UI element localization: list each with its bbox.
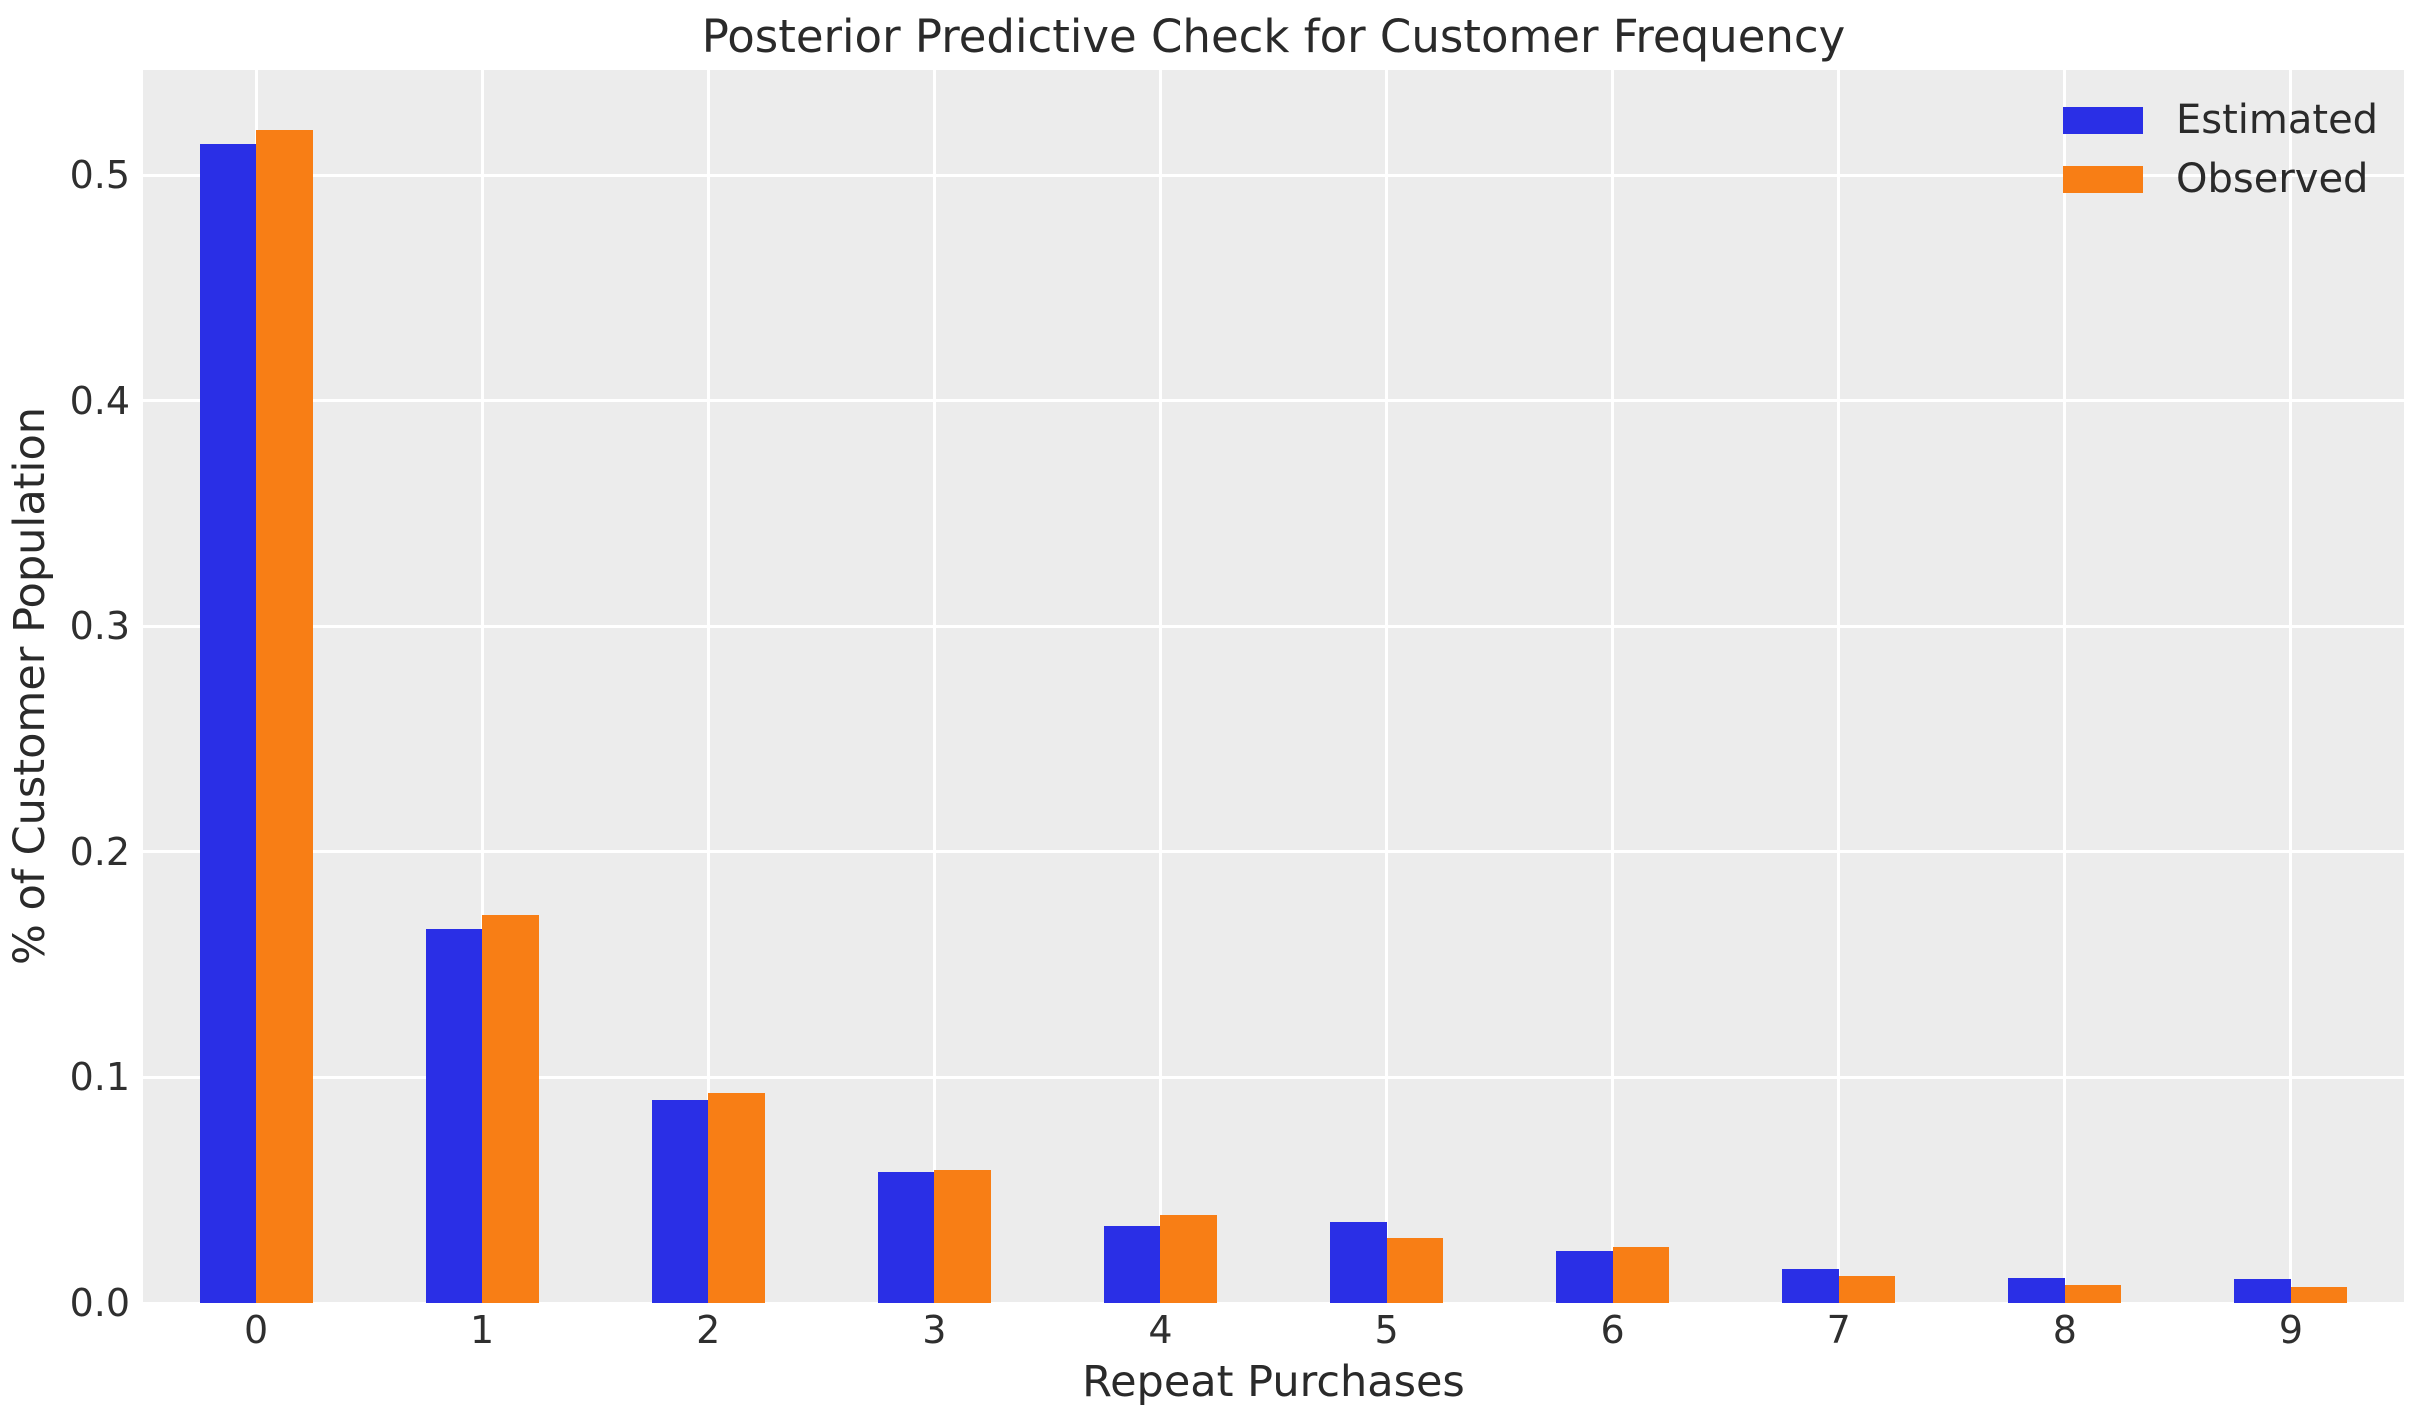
- bar-observed-1: [482, 915, 539, 1303]
- x-axis-label: Repeat Purchases: [1082, 1357, 1465, 1407]
- legend-label-estimated: Estimated: [2176, 97, 2379, 143]
- gridline-y-0.1: [143, 1075, 2404, 1079]
- bar-observed-0: [256, 130, 313, 1303]
- gridline-y-0.4: [143, 399, 2404, 403]
- legend-swatch-observed: [2063, 165, 2143, 193]
- bar-observed-4: [1160, 1215, 1217, 1303]
- ytick-label-0.4: 0.4: [69, 378, 130, 423]
- xtick-label-5: 5: [1374, 1308, 1399, 1352]
- legend-row-estimated: Estimated: [2063, 99, 2378, 141]
- gridline-x-7: [1837, 70, 1841, 1303]
- ytick-label-0.0: 0.0: [69, 1281, 130, 1325]
- xtick-label-2: 2: [696, 1308, 721, 1352]
- bar-observed-9: [2290, 1287, 2348, 1303]
- gridline-x-9: [2289, 70, 2293, 1303]
- ytick-label-0.1: 0.1: [69, 1055, 130, 1100]
- bar-observed-6: [1612, 1246, 1670, 1303]
- xtick-label-3: 3: [922, 1308, 947, 1352]
- bar-estimated-0: [199, 143, 257, 1303]
- gridline-x-1: [480, 70, 484, 1303]
- bar-estimated-1: [425, 928, 483, 1303]
- ytick-label-0.3: 0.3: [69, 604, 130, 649]
- gridline-x-8: [2063, 70, 2067, 1303]
- xtick-label-9: 9: [2278, 1308, 2304, 1352]
- bar-estimated-9: [2234, 1279, 2291, 1303]
- gridline-x-3: [932, 70, 936, 1303]
- legend-row-observed: Observed: [2063, 158, 2378, 200]
- gridline-y-0.5: [143, 173, 2404, 177]
- gridline-x-2: [706, 70, 710, 1303]
- plot-area: [143, 70, 2404, 1305]
- bar-estimated-3: [877, 1172, 935, 1303]
- ytick-label-0.5: 0.5: [69, 153, 130, 198]
- bar-observed-8: [2064, 1284, 2122, 1303]
- gridline-x-5: [1385, 70, 1389, 1303]
- bar-estimated-8: [2008, 1278, 2065, 1303]
- gridline-x-6: [1611, 70, 1615, 1303]
- xtick-label-0: 0: [243, 1308, 269, 1352]
- gridline-y-0.0: [143, 1301, 2404, 1305]
- bar-observed-2: [708, 1093, 765, 1303]
- legend: Estimated Observed: [2063, 99, 2378, 200]
- gridline-y-0.3: [143, 624, 2404, 628]
- bar-observed-7: [1838, 1275, 1896, 1303]
- bar-observed-5: [1386, 1237, 1444, 1303]
- bar-estimated-2: [651, 1099, 709, 1303]
- bar-estimated-5: [1330, 1221, 1387, 1303]
- xtick-label-6: 6: [1600, 1308, 1625, 1352]
- xtick-label-8: 8: [2052, 1308, 2077, 1352]
- y-axis-label: % of Customer Population: [5, 406, 55, 966]
- bar-estimated-4: [1103, 1226, 1161, 1303]
- legend-label-observed: Observed: [2176, 156, 2369, 202]
- legend-swatch-estimated: [2063, 106, 2143, 134]
- gridline-x-4: [1158, 70, 1162, 1303]
- bar-estimated-6: [1556, 1251, 1613, 1303]
- xtick-label-7: 7: [1826, 1308, 1851, 1352]
- bar-estimated-7: [1782, 1269, 1839, 1303]
- xtick-label-1: 1: [470, 1308, 495, 1352]
- ytick-label-0.2: 0.2: [69, 829, 130, 874]
- chart-title: Posterior Predictive Check for Customer …: [701, 10, 1846, 63]
- gridline-y-0.2: [143, 850, 2404, 854]
- bar-observed-3: [934, 1169, 991, 1303]
- xtick-label-4: 4: [1148, 1308, 1173, 1352]
